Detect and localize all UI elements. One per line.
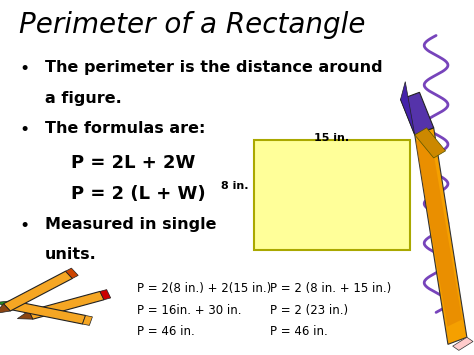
Bar	[254, 140, 410, 250]
Text: The formulas are:: The formulas are:	[45, 121, 205, 136]
Polygon shape	[100, 290, 111, 300]
Text: 8 in.: 8 in.	[221, 181, 249, 191]
Text: 15 in.: 15 in.	[314, 133, 349, 143]
Text: •: •	[19, 121, 29, 139]
Polygon shape	[415, 128, 467, 344]
Text: Measured in single: Measured in single	[45, 217, 217, 231]
Polygon shape	[401, 92, 434, 135]
Polygon shape	[29, 291, 104, 319]
Text: P = 2 (23 in.): P = 2 (23 in.)	[270, 304, 348, 317]
Text: a figure.: a figure.	[45, 91, 122, 105]
Polygon shape	[18, 311, 33, 319]
Polygon shape	[0, 304, 10, 313]
Text: P = 2 (L + W): P = 2 (L + W)	[71, 185, 206, 203]
Polygon shape	[9, 301, 86, 324]
Polygon shape	[82, 316, 92, 326]
Text: Perimeter of a Rectangle: Perimeter of a Rectangle	[19, 11, 365, 39]
Polygon shape	[65, 268, 78, 278]
Text: •: •	[19, 217, 29, 235]
Text: •: •	[19, 60, 29, 78]
Polygon shape	[401, 82, 415, 135]
Polygon shape	[453, 337, 473, 350]
Polygon shape	[416, 135, 462, 327]
Text: The perimeter is the distance around: The perimeter is the distance around	[45, 60, 383, 75]
Text: P = 46 in.: P = 46 in.	[137, 325, 195, 338]
Polygon shape	[0, 301, 12, 309]
Text: P = 2(8 in.) + 2(15 in.): P = 2(8 in.) + 2(15 in.)	[137, 282, 272, 295]
Text: P = 46 in.: P = 46 in.	[270, 325, 328, 338]
Polygon shape	[415, 128, 446, 158]
Text: units.: units.	[45, 247, 97, 262]
Text: P = 2L + 2W: P = 2L + 2W	[71, 154, 195, 173]
Text: P = 2 (8 in. + 15 in.): P = 2 (8 in. + 15 in.)	[270, 282, 392, 295]
Polygon shape	[3, 271, 73, 311]
Text: P = 16in. + 30 in.: P = 16in. + 30 in.	[137, 304, 242, 317]
